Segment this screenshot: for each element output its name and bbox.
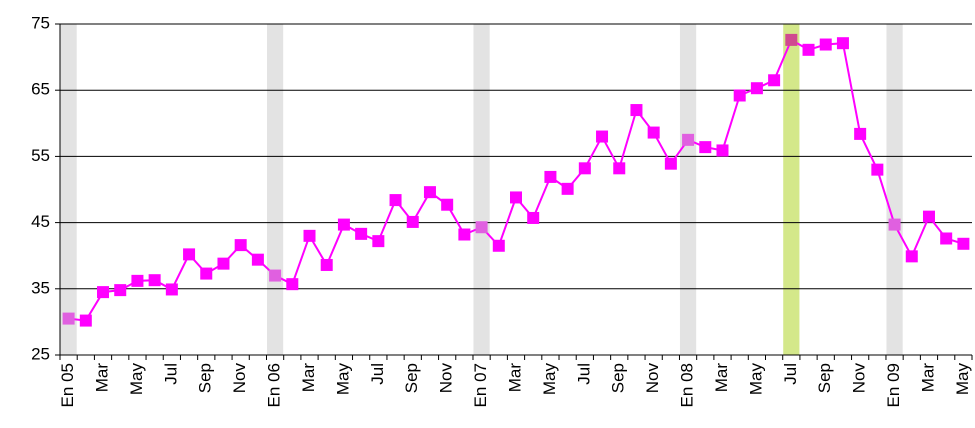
data-point xyxy=(871,163,884,176)
data-point xyxy=(905,250,918,263)
data-point xyxy=(854,127,867,140)
x-tick-label: Nov xyxy=(437,363,456,394)
x-tick-label: May xyxy=(333,363,352,396)
data-point xyxy=(406,215,419,228)
data-point xyxy=(802,43,815,56)
data-point xyxy=(888,218,901,231)
x-tick-label: Nov xyxy=(230,363,249,394)
x-tick-label: May xyxy=(540,363,559,396)
data-point xyxy=(957,237,970,250)
x-tick-label: Jul xyxy=(368,363,387,385)
data-point xyxy=(79,314,92,327)
data-point xyxy=(630,104,643,117)
y-tick-label: 65 xyxy=(31,80,50,99)
data-point xyxy=(372,235,385,248)
data-point xyxy=(165,283,178,296)
data-point xyxy=(613,162,626,175)
y-tick-label: 55 xyxy=(31,146,50,165)
data-point xyxy=(750,82,763,95)
data-point xyxy=(768,74,781,87)
x-tick-label: Mar xyxy=(505,363,524,393)
data-point xyxy=(62,312,75,325)
data-point xyxy=(647,126,660,139)
x-tick-label: May xyxy=(953,363,972,396)
data-point xyxy=(131,274,144,287)
y-tick-label: 35 xyxy=(31,278,50,297)
data-point xyxy=(492,239,505,252)
highlight-band xyxy=(679,24,697,355)
data-point xyxy=(303,229,316,242)
x-tick-label: Nov xyxy=(643,363,662,394)
data-point xyxy=(251,253,264,266)
data-point xyxy=(355,227,368,240)
x-tick-label: Sep xyxy=(609,363,628,393)
data-point xyxy=(940,232,953,245)
x-tick-label: En 06 xyxy=(265,363,284,407)
data-point xyxy=(217,257,230,270)
data-point xyxy=(716,144,729,157)
highlight-band xyxy=(886,24,903,355)
y-tick-label: 25 xyxy=(31,344,50,363)
data-point xyxy=(337,218,350,231)
x-tick-label: Jul xyxy=(161,363,180,385)
data-point xyxy=(286,278,299,291)
data-point xyxy=(664,157,677,170)
data-point xyxy=(114,284,127,297)
highlight-band xyxy=(266,24,284,355)
data-point xyxy=(561,182,574,195)
x-tick-label: Mar xyxy=(712,363,731,393)
data-point xyxy=(475,221,488,234)
x-tick-label: En 05 xyxy=(58,363,77,407)
y-tick-label: 75 xyxy=(31,13,50,32)
data-point xyxy=(682,133,695,146)
data-point xyxy=(389,194,402,207)
data-point xyxy=(544,170,557,183)
x-tick-label: Sep xyxy=(196,363,215,393)
x-tick-label: May xyxy=(127,363,146,396)
x-tick-label: Sep xyxy=(815,363,834,393)
data-point xyxy=(527,211,540,224)
highlight-band xyxy=(783,24,800,355)
data-point xyxy=(97,286,110,299)
data-point xyxy=(458,228,471,241)
x-tick-label: Nov xyxy=(850,363,869,394)
x-tick-label: En 07 xyxy=(471,363,490,407)
data-point xyxy=(320,258,333,271)
data-point xyxy=(148,274,161,287)
data-point xyxy=(819,38,832,51)
x-tick-label: Jul xyxy=(574,363,593,385)
x-tick-label: En 08 xyxy=(678,363,697,407)
data-point xyxy=(441,198,454,211)
data-point xyxy=(922,210,935,223)
data-point xyxy=(596,130,609,143)
x-tick-label: Sep xyxy=(402,363,421,393)
x-tick-label: Mar xyxy=(918,363,937,393)
highlight-band xyxy=(473,24,490,355)
highlight-band xyxy=(60,24,77,355)
data-point xyxy=(510,191,522,204)
data-point xyxy=(183,248,196,261)
y-tick-label: 45 xyxy=(31,212,50,231)
data-point xyxy=(269,269,282,282)
x-tick-label: May xyxy=(746,363,765,396)
x-tick-label: En 09 xyxy=(884,363,903,407)
data-point xyxy=(423,186,436,199)
data-point xyxy=(699,141,712,154)
data-point xyxy=(234,239,247,252)
data-point xyxy=(836,37,849,50)
data-point xyxy=(200,267,213,280)
x-tick-label: Mar xyxy=(299,363,318,393)
data-point xyxy=(733,89,746,102)
data-point xyxy=(785,33,798,46)
x-tick-label: Mar xyxy=(93,363,112,393)
data-point xyxy=(578,162,591,175)
x-tick-label: Jul xyxy=(781,363,800,385)
